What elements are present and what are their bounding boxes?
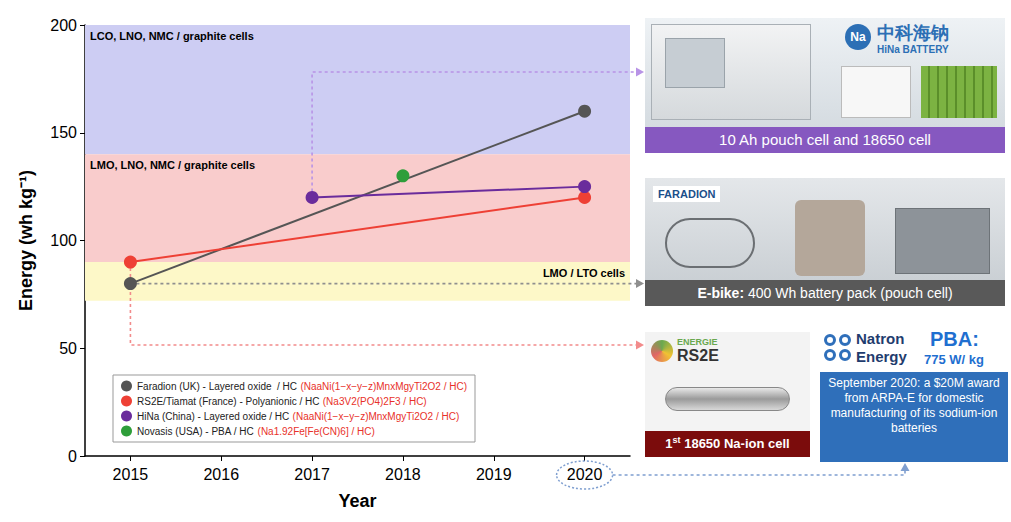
html-text:FARADION: FARADION [658, 188, 716, 200]
svg-text:200: 200 [50, 17, 77, 34]
html-text:Na: Na [850, 30, 866, 44]
svg-text:Novasis (USA) - PBA / HC: Novasis (USA) - PBA / HC [137, 426, 254, 437]
html-text:10 Ah pouch cell and 18650 cel: 10 Ah pouch cell and 18650 cell [719, 131, 931, 148]
svg-text:(NaaNi(1−x−y−z)MnxMgyTi2O2 / H: (NaaNi(1−x−y−z)MnxMgyTi2O2 / HC) [293, 411, 460, 422]
svg-text:(Na1.92Fe[Fe(CN)6] / HC): (Na1.92Fe[Fe(CN)6] / HC) [258, 426, 375, 437]
svg-text:Year: Year [338, 491, 376, 511]
svg-text:150: 150 [50, 124, 77, 141]
html-text:September 2020: a $20M award f: September 2020: a $20M award from ARPA-E… [828, 376, 1000, 435]
svg-text:50: 50 [59, 340, 77, 357]
svg-text:100: 100 [50, 232, 77, 249]
html-text:Natron: Natron [856, 330, 905, 347]
html-text:Energy: Energy [856, 348, 907, 365]
svg-text:LCO, LNO, NMC / graphite cells: LCO, LNO, NMC / graphite cells [90, 30, 254, 42]
svg-text:(Na3V2(PO4)2F3 / HC): (Na3V2(PO4)2F3 / HC) [323, 396, 427, 407]
svg-text:2017: 2017 [294, 466, 330, 483]
svg-text:HiNa (China) - Layered oxide /: HiNa (China) - Layered oxide / HC [137, 411, 289, 422]
svg-text:(NaaNi(1−x−y−z)MnxMgyTi2O2 / H: (NaaNi(1−x−y−z)MnxMgyTi2O2 / HC) [300, 381, 467, 392]
html-text:HiNa BATTERY: HiNa BATTERY [877, 44, 949, 55]
html-text:中科海钠: 中科海钠 [877, 23, 949, 43]
svg-text:2015: 2015 [113, 466, 149, 483]
svg-text:LMO, LNO, NMC / graphite cells: LMO, LNO, NMC / graphite cells [90, 159, 255, 171]
html-text:775 W/ kg: 775 W/ kg [924, 352, 984, 367]
svg-text:2016: 2016 [203, 466, 239, 483]
svg-text:Energy (wh kg⁻¹): Energy (wh kg⁻¹) [16, 170, 36, 311]
svg-text:2020: 2020 [567, 466, 603, 483]
svg-text:2018: 2018 [385, 466, 421, 483]
html-text:ENERGIE: ENERGIE [677, 337, 718, 347]
html-text:1st18650 Na-ion cell: 1st18650 Na-ion cell [665, 434, 790, 451]
html-text:PBA:: PBA: [930, 328, 979, 350]
html-text:RS2E: RS2E [677, 347, 719, 364]
svg-text:0: 0 [68, 448, 77, 465]
html-text:E-bike: 400 Wh battery pack (p: E-bike: 400 Wh battery pack (pouch cell) [697, 285, 953, 301]
svg-text:LMO / LTO cells: LMO / LTO cells [543, 267, 625, 279]
svg-text:2019: 2019 [476, 466, 512, 483]
svg-text:RS2E/Tiamat (France) - Polyani: RS2E/Tiamat (France) - Polyanionic / HC [137, 396, 319, 407]
svg-text:Faradion (UK) - Layered oxide: Faradion (UK) - Layered oxide / HC [137, 381, 297, 392]
